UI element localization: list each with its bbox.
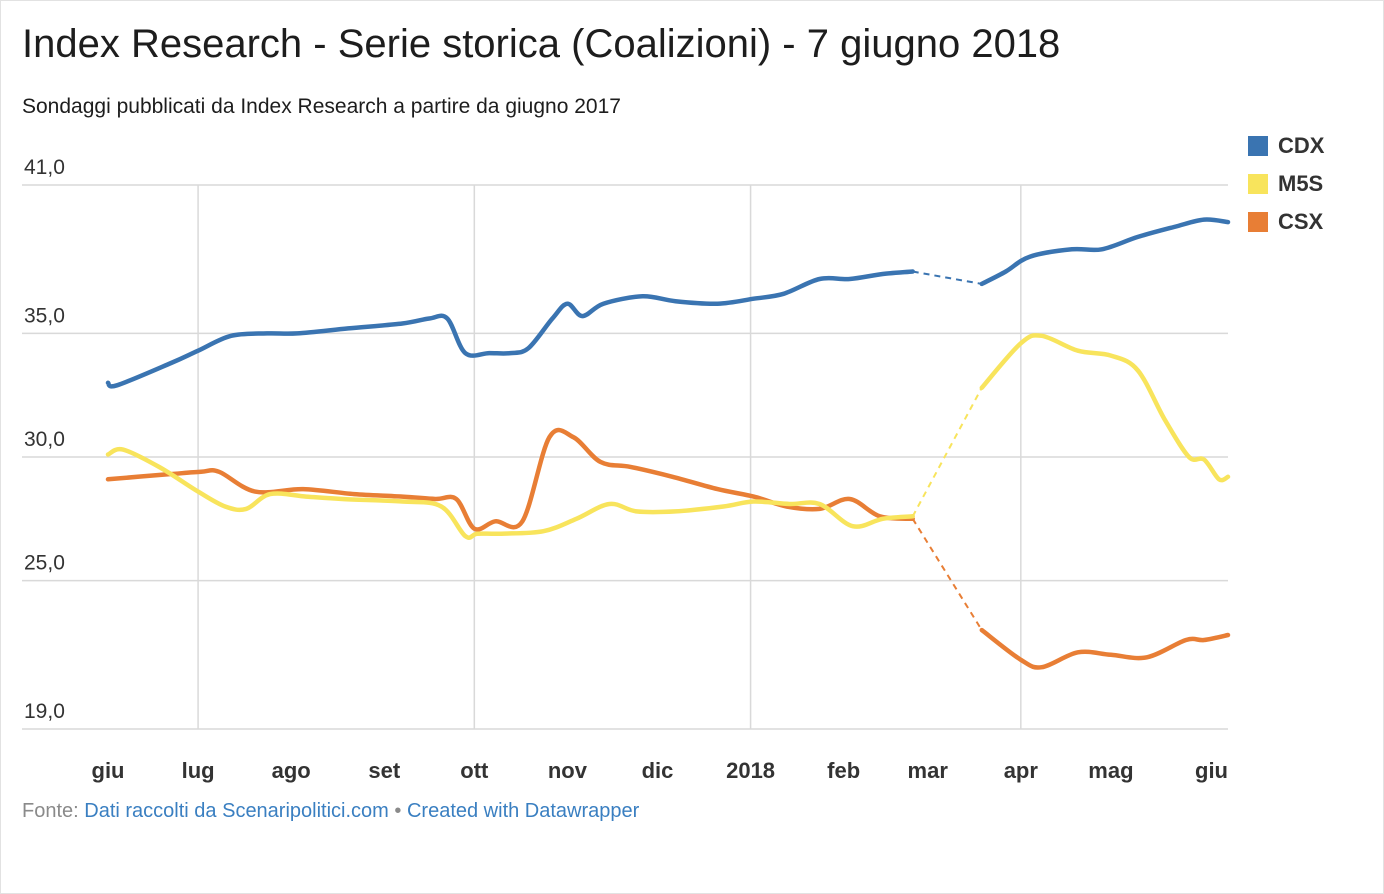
legend-item-csx: CSX (1248, 203, 1324, 241)
legend-label-cdx: CDX (1278, 133, 1325, 158)
footer: Fonte: Dati raccolti da Scenaripolitici.… (22, 800, 639, 823)
x-tick-label-4: ott (460, 758, 489, 783)
x-tick-label-12: giu (1195, 758, 1228, 783)
legend: CDX M5S CSX (1248, 127, 1324, 241)
series-gap-csx (911, 518, 983, 631)
chart-title: Index Research - Serie storica (Coalizio… (22, 22, 1061, 66)
x-tick-label-9: mar (908, 758, 949, 783)
series-line-cdx-before-elections (105, 269, 915, 389)
legend-item-m5s: M5S (1248, 165, 1324, 203)
footer-separator: • (394, 800, 402, 822)
datawrapper-credit-link[interactable]: Created with Datawrapper (406, 800, 640, 822)
x-tick-label-6: dic (642, 758, 674, 783)
series-line-csx-before-elections (105, 427, 915, 532)
legend-item-cdx: CDX (1248, 127, 1324, 165)
x-tick-label-2: ago (272, 758, 311, 783)
y-tick-label-1: 35,0 (24, 304, 65, 327)
x-tick-label-0: giu (92, 758, 125, 783)
series-cdx (105, 217, 1231, 389)
legend-label-m5s: M5S (1278, 171, 1324, 196)
series-csx (105, 427, 1231, 670)
series-gap-m5s (911, 387, 983, 517)
series-gap-cdx (912, 270, 982, 285)
x-tick-label-7: 2018 (726, 758, 775, 783)
x-tick-label-11: mag (1088, 758, 1133, 783)
legend-swatch-m5s (1248, 174, 1268, 194)
x-tick-label-3: set (368, 758, 400, 783)
grid-layer (22, 184, 1228, 730)
series-line-m5s-after-elections (979, 332, 1231, 483)
series-m5s (105, 332, 1231, 540)
series-layer (105, 217, 1231, 670)
series-line-csx-after-elections (979, 627, 1231, 670)
axis-labels-layer: 41,0 35,0 30,0 25,0 19,0 giu lug ago set ott nov di… (24, 156, 1228, 783)
source-link[interactable]: Dati raccolti da Scenaripolitici.com (84, 800, 389, 822)
x-tick-label-5: nov (548, 758, 588, 783)
legend-label-csx: CSX (1278, 209, 1324, 234)
source-prefix: Fonte: (22, 800, 79, 822)
y-tick-label-3: 25,0 (24, 552, 65, 575)
legend-swatch-cdx (1248, 136, 1268, 156)
y-tick-label-0: 41,0 (24, 156, 65, 179)
x-tick-label-1: lug (182, 758, 215, 783)
x-tick-label-8: feb (827, 758, 860, 783)
y-tick-label-2: 30,0 (24, 428, 65, 451)
x-tick-label-10: apr (1004, 758, 1039, 783)
legend-swatch-csx (1248, 212, 1268, 232)
series-line-cdx-after-elections (979, 217, 1231, 287)
series-line-m5s-before-elections (105, 446, 915, 540)
y-tick-label-4: 19,0 (24, 700, 65, 723)
chart-subtitle: Sondaggi pubblicati da Index Research a … (22, 95, 621, 118)
